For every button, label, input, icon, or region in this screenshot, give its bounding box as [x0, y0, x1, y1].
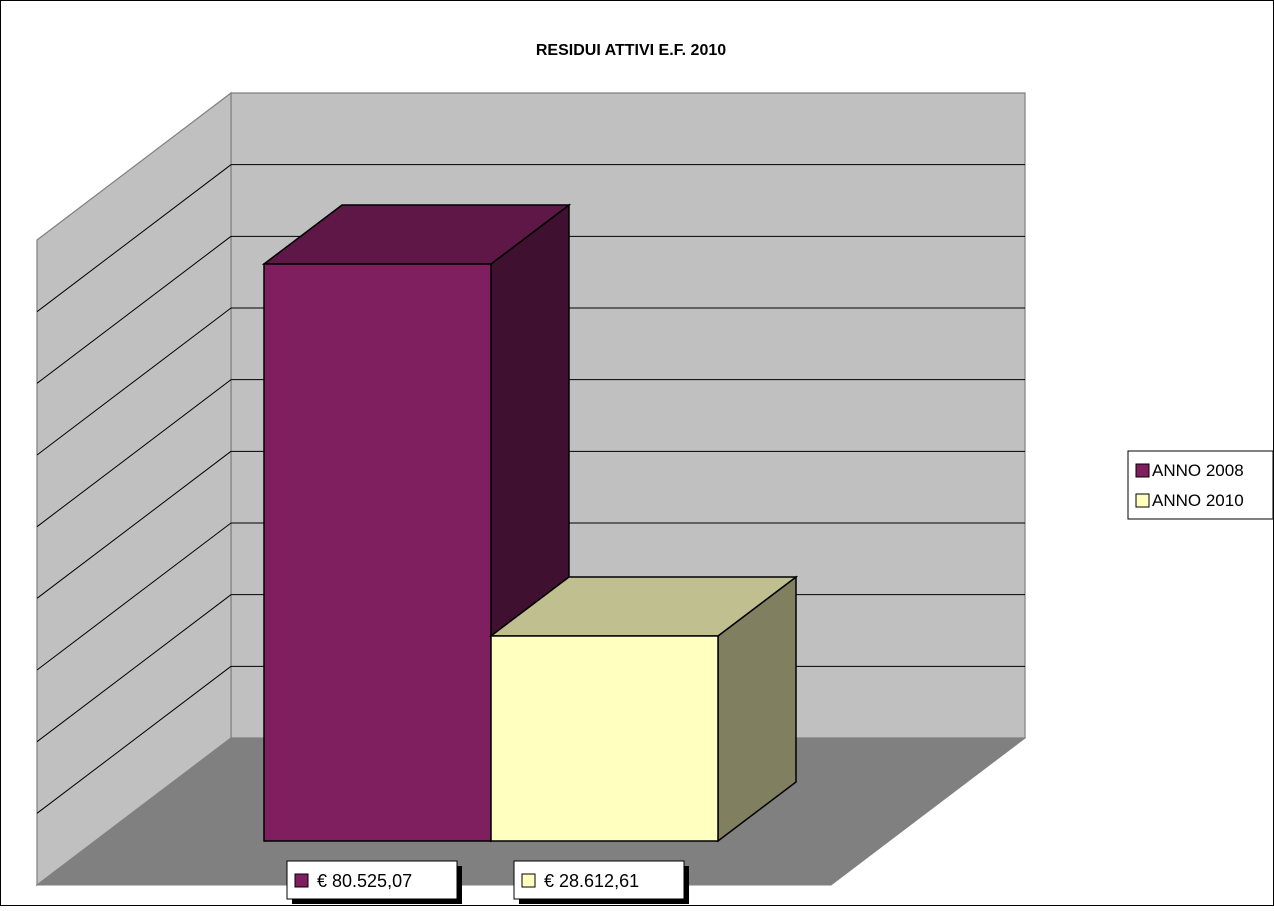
legend-swatch	[1135, 463, 1150, 478]
data-label-text: € 28.612,61	[544, 871, 639, 891]
data-label-key	[294, 873, 309, 888]
legend-entry: ANNO 2008	[1152, 461, 1244, 480]
gridline-side	[36, 379, 232, 528]
legend-entry: ANNO 2010	[1152, 491, 1244, 510]
bar-front-face	[263, 263, 492, 842]
gridline-side	[36, 307, 232, 456]
data-label-text: € 80.525,07	[317, 871, 412, 891]
data-label-box	[286, 860, 458, 900]
legend-box	[1127, 450, 1274, 520]
legend-swatch	[1135, 493, 1150, 508]
gridline-side	[36, 235, 232, 384]
gridline-side	[36, 450, 232, 599]
gridline-side	[36, 164, 232, 313]
gridline-side	[36, 522, 232, 671]
data-label: € 28.612,61	[513, 860, 689, 904]
gridline-side	[36, 594, 232, 743]
bar	[488, 575, 799, 843]
bar-front-face	[490, 635, 719, 842]
data-label-box	[513, 860, 685, 900]
gridline-side	[36, 665, 232, 814]
data-label: € 80.525,07	[286, 860, 462, 904]
chart-title: RESIDUI ATTIVI E.F. 2010	[536, 42, 726, 59]
data-label-key	[521, 873, 536, 888]
